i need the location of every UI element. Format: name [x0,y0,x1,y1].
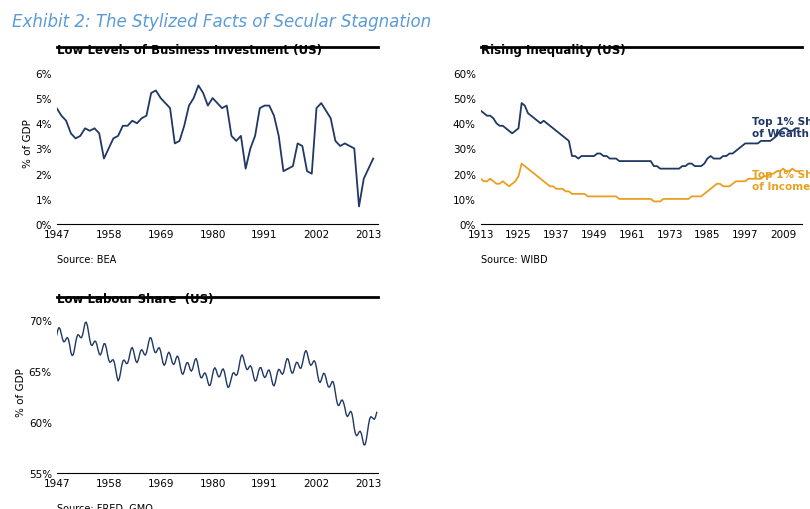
Text: Low Levels of Business Investment (US): Low Levels of Business Investment (US) [57,44,322,57]
Y-axis label: % of GDP: % of GDP [23,119,32,167]
Text: Top 1% Share
of Income: Top 1% Share of Income [752,170,810,191]
Text: Source: WIBD: Source: WIBD [480,254,548,264]
Text: Source: BEA: Source: BEA [57,254,116,264]
Text: Exhibit 2: The Stylized Facts of Secular Stagnation: Exhibit 2: The Stylized Facts of Secular… [12,13,431,31]
Text: Top 1% Share
of Wealth: Top 1% Share of Wealth [752,117,810,138]
Text: Rising Inequality (US): Rising Inequality (US) [480,44,625,57]
Y-axis label: % of GDP: % of GDP [16,367,26,416]
Text: Low Labour Share  (US): Low Labour Share (US) [57,293,213,306]
Text: Source: FRED, GMO: Source: FRED, GMO [57,503,152,509]
